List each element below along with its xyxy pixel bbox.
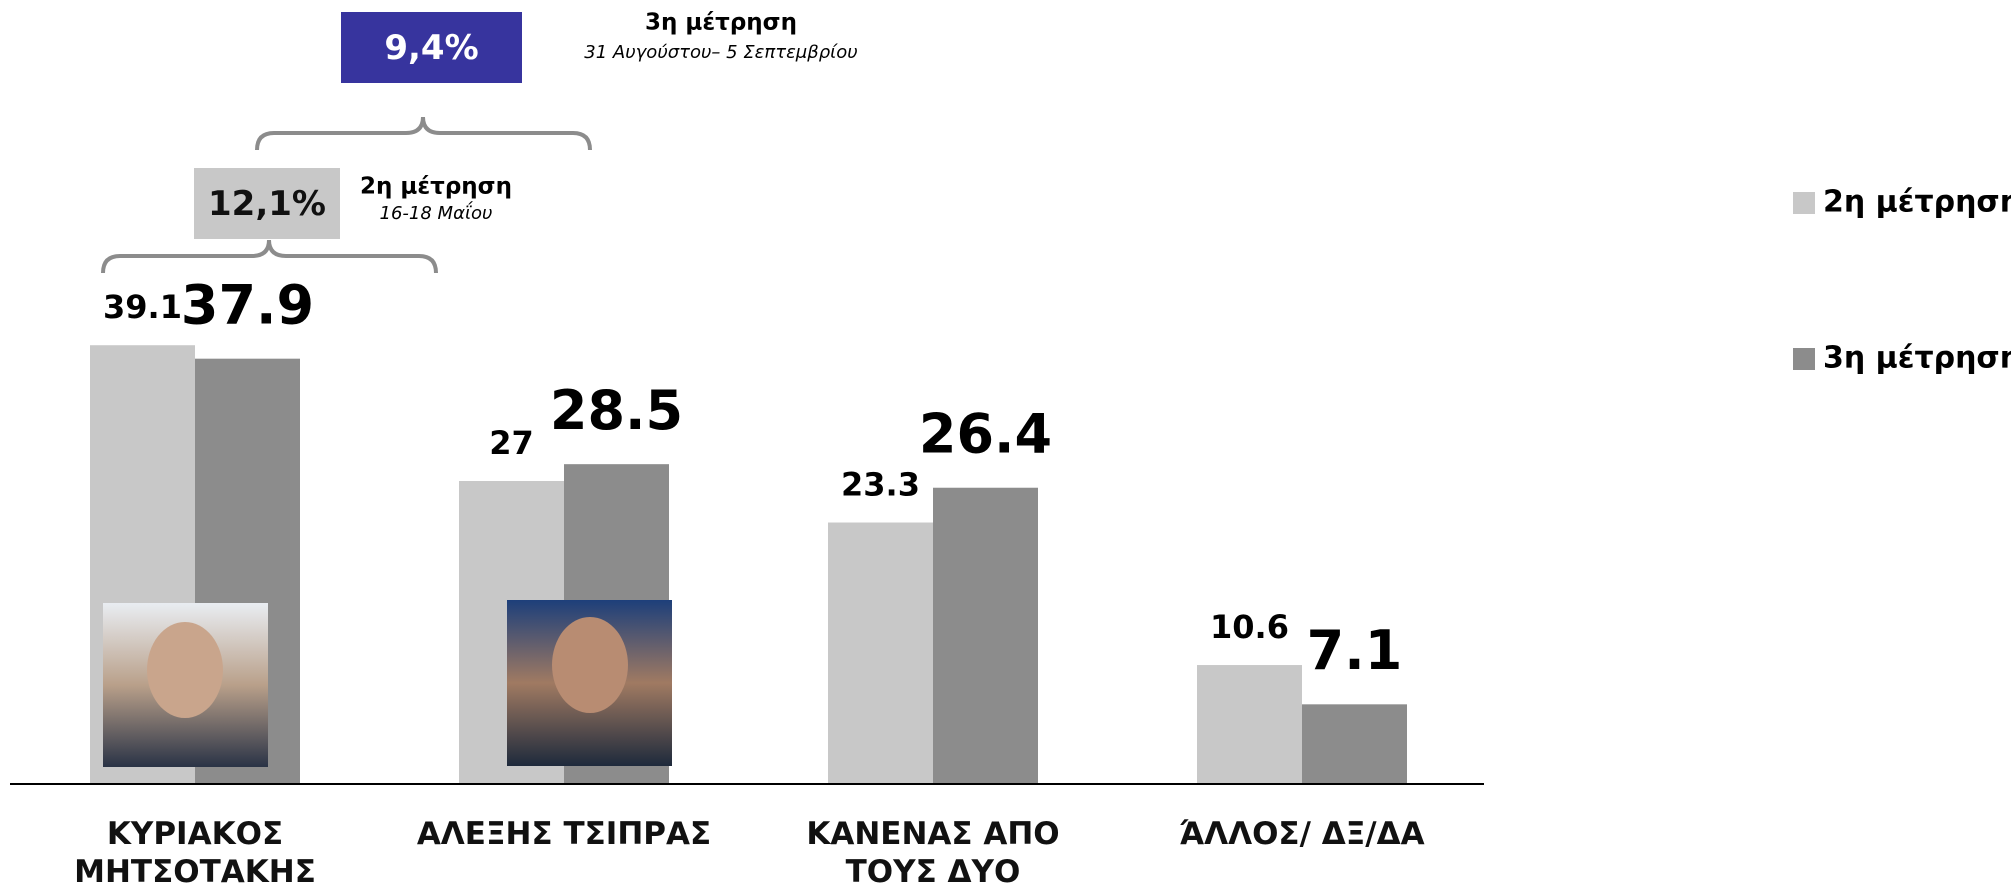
photo-face	[552, 617, 628, 713]
photo-face	[147, 622, 223, 718]
value-label: 39.1	[103, 288, 182, 326]
annotation-subtitle: 31 Αυγούστου– 5 Σεπτεμβρίου	[584, 42, 857, 63]
category-label: ΚΑΝΕΝΑΣ ΑΠΟ ΤΟΥΣ ΔΥΟ	[763, 815, 1103, 891]
value-label: 26.4	[919, 402, 1052, 465]
value-label: 27	[489, 424, 534, 462]
category-label: ΆΛΛΟΣ/ ΔΞ/ΔΑ	[1132, 815, 1472, 853]
value-label: 7.1	[1307, 619, 1403, 682]
legend-swatch	[1793, 348, 1815, 370]
category-label: ΚΥΡΙΑΚΟΣ ΜΗΤΣΟΤΑΚΗΣ	[25, 815, 365, 891]
bar	[1197, 665, 1302, 784]
legend-label: 3η μέτρηση	[1823, 341, 2011, 376]
legend-label: 2η μέτρηση	[1823, 185, 2011, 220]
brace	[257, 117, 590, 150]
value-label: 10.6	[1210, 608, 1289, 646]
annotation-subtitle: 16-18 Μαΐου	[380, 201, 493, 224]
annotation-value: 9,4%	[384, 28, 478, 68]
annotation-value: 12,1%	[208, 184, 326, 224]
value-label: 23.3	[841, 466, 920, 504]
annotation-title: 2η μέτρηση	[360, 174, 512, 200]
annotation-title: 3η μέτρηση	[645, 10, 797, 36]
category-label: ΑΛΕΞΗΣ ΤΣΙΠΡΑΣ	[394, 815, 734, 853]
bar	[828, 523, 933, 784]
bar	[1302, 704, 1407, 784]
value-label: 37.9	[181, 273, 314, 336]
page: 39.137.9 27 28.5 23.326.4 10.6 7.1 2η μέτρηση 3…	[0, 0, 2011, 893]
value-label: 28.5	[550, 379, 683, 442]
bar	[933, 488, 1038, 784]
legend-swatch	[1793, 192, 1815, 214]
chart: 39.137.9 27 28.5 23.326.4 10.6 7.1 2η μέτρηση 3…	[0, 0, 2011, 893]
brace	[103, 240, 436, 273]
